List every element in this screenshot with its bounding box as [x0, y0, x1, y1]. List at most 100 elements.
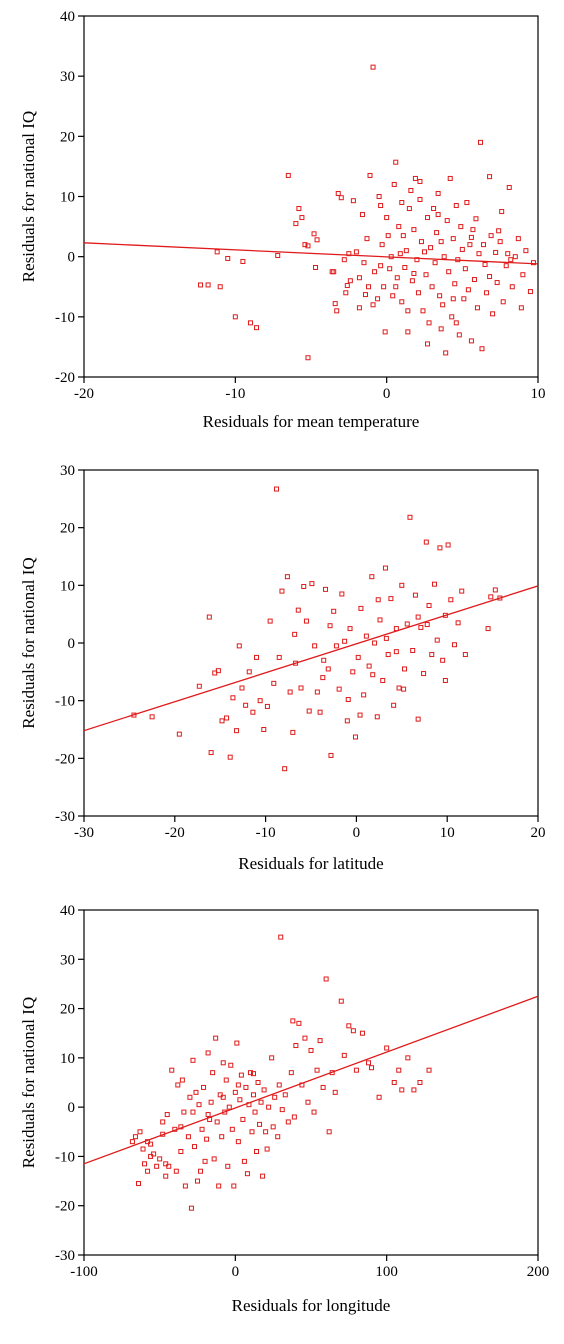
data-point	[424, 622, 430, 628]
y-tick-label: 0	[68, 250, 76, 266]
data-point	[160, 1119, 166, 1125]
data-point	[391, 181, 397, 187]
data-point	[393, 626, 399, 632]
data-point	[240, 258, 246, 264]
data-point	[232, 314, 238, 320]
data-point	[149, 714, 155, 720]
data-point	[364, 236, 370, 242]
data-point	[400, 233, 406, 239]
data-point	[405, 308, 411, 314]
data-point	[447, 175, 453, 181]
data-point	[363, 633, 369, 639]
data-point	[499, 209, 505, 215]
data-point	[290, 1018, 296, 1024]
data-point	[207, 1116, 213, 1122]
y-tick-label: -20	[55, 1199, 75, 1215]
data-point	[224, 715, 230, 721]
data-point	[211, 1156, 217, 1162]
data-point	[442, 612, 448, 618]
data-point	[137, 1129, 143, 1135]
x-tick-label: -10	[256, 825, 276, 841]
data-point	[208, 750, 214, 756]
data-point	[355, 654, 361, 660]
data-point	[359, 212, 365, 218]
data-point	[344, 283, 350, 289]
data-point	[312, 643, 318, 649]
x-tick-label: -20	[74, 386, 94, 402]
data-layer	[84, 486, 538, 772]
data-point	[455, 620, 461, 626]
data-point	[420, 308, 426, 314]
data-point	[367, 172, 373, 178]
data-point	[331, 608, 337, 614]
data-point	[399, 1087, 405, 1093]
data-point	[235, 1082, 241, 1088]
data-point	[402, 666, 408, 672]
data-point	[343, 290, 349, 296]
data-point	[290, 729, 296, 735]
data-point	[270, 1124, 276, 1130]
data-point	[254, 654, 260, 660]
data-point	[261, 727, 267, 732]
data-point	[213, 1035, 219, 1041]
data-point	[509, 284, 515, 290]
data-point	[237, 1097, 243, 1103]
y-tick-label: 30	[60, 463, 75, 479]
data-point	[321, 657, 327, 663]
data-point	[346, 251, 352, 257]
data-point	[452, 281, 458, 287]
x-tick-label: 0	[232, 1264, 240, 1280]
data-point	[258, 1099, 264, 1105]
data-point	[250, 1092, 256, 1098]
data-point	[293, 660, 299, 666]
data-point	[479, 346, 485, 352]
data-point	[492, 587, 498, 593]
data-point	[418, 624, 424, 630]
data-point	[145, 1168, 151, 1174]
data-point	[204, 1136, 210, 1142]
data-point	[377, 617, 383, 623]
data-point	[462, 266, 468, 272]
data-point	[426, 603, 432, 609]
data-point	[246, 1102, 252, 1108]
data-point	[406, 206, 412, 212]
data-point	[376, 194, 382, 199]
data-point	[487, 174, 493, 180]
data-point	[293, 221, 299, 227]
y-tick-label: 0	[68, 1100, 76, 1116]
data-point	[394, 275, 400, 281]
data-point	[190, 1109, 196, 1115]
data-point	[234, 1040, 240, 1046]
data-point	[296, 206, 302, 212]
data-point	[129, 1139, 135, 1145]
data-point	[275, 252, 281, 258]
data-point	[353, 1067, 359, 1073]
data-point	[311, 1109, 317, 1115]
data-point	[163, 1173, 169, 1179]
data-point	[357, 712, 363, 718]
data-point	[175, 1082, 181, 1088]
data-point	[157, 1156, 163, 1162]
data-point	[202, 1158, 208, 1164]
data-point	[384, 215, 390, 221]
data-point	[279, 588, 285, 594]
data-point	[140, 1146, 146, 1152]
x-tick-label: 0	[353, 825, 361, 841]
x-axis-title: Residuals for latitude	[238, 854, 383, 873]
data-point	[500, 299, 506, 305]
data-point	[401, 686, 407, 692]
data-point	[456, 332, 462, 338]
data-point	[411, 227, 417, 233]
data-point	[366, 1060, 372, 1066]
data-point	[370, 672, 376, 678]
data-point	[372, 640, 378, 646]
y-axis-title: Residuals for national IQ	[19, 557, 38, 728]
data-point	[446, 269, 452, 275]
data-point	[429, 652, 435, 658]
data-point	[225, 255, 231, 261]
data-point	[352, 734, 358, 740]
data-point	[356, 275, 362, 281]
data-point	[261, 1087, 267, 1093]
data-point	[272, 1094, 278, 1100]
